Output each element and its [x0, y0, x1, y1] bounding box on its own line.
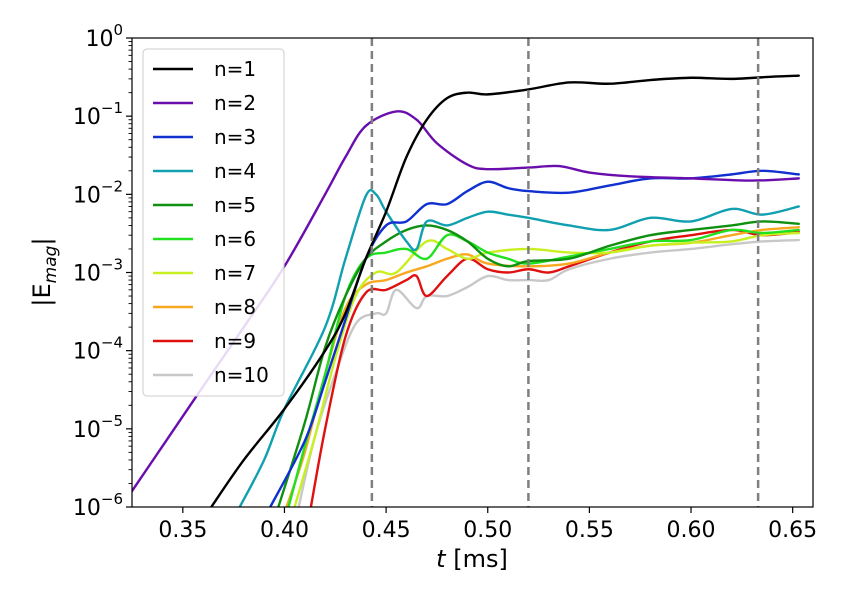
y-tick-label: 10−2 [73, 177, 123, 208]
x-tick-label: 0.55 [565, 518, 614, 543]
x-axis-label-variable: t [436, 545, 447, 573]
y-axis-label-subscript: mag [41, 245, 61, 283]
series-line-n=4 [238, 188, 800, 507]
legend-label-n=9: n=9 [214, 329, 256, 353]
y-tick-label: 10−6 [73, 490, 123, 521]
legend-label-n=8: n=8 [214, 295, 256, 319]
y-axis-label: |Emag| [28, 237, 61, 306]
y-tick-label: 100 [85, 21, 123, 52]
legend: n=1 n=2 n=3 n=4 n=5 n=6 n=7 n=8 n=9 n=10 [142, 48, 285, 397]
x-axis: 0.35 0.40 0.45 0.50 0.55 0.60 0.65 [158, 507, 817, 543]
y-axis-label-base: |E [28, 283, 56, 306]
series-line-n=9 [309, 228, 800, 507]
series-line-n=7 [293, 231, 800, 507]
x-axis-label-unit: [ms] [446, 545, 508, 573]
x-tick-label: 0.50 [463, 518, 512, 543]
reference-lines [370, 38, 760, 507]
x-tick-label: 0.65 [768, 518, 817, 543]
y-axis-label-close: | [28, 237, 56, 245]
x-axis-label: t [ms] [436, 545, 508, 573]
y-tick-label: 10−5 [73, 412, 123, 443]
y-tick-label: 10−1 [73, 99, 123, 130]
x-tick-label: 0.35 [158, 518, 207, 543]
series-line-n=5 [277, 220, 800, 507]
legend-label-n=10: n=10 [214, 363, 269, 387]
series-line-n=1 [210, 74, 800, 507]
legend-label-n=1: n=1 [214, 57, 256, 81]
legend-label-n=7: n=7 [214, 261, 256, 285]
legend-label-n=5: n=5 [214, 193, 256, 217]
x-tick-label: 0.45 [362, 518, 411, 543]
legend-label-n=4: n=4 [214, 159, 256, 183]
x-tick-label: 0.40 [260, 518, 309, 543]
legend-label-n=3: n=3 [214, 125, 256, 149]
legend-label-n=2: n=2 [214, 91, 256, 115]
x-tick-label: 0.60 [667, 518, 716, 543]
y-axis: 10−6 10−5 10−4 10−3 10−2 10−1 100 [73, 21, 132, 521]
series-layer [132, 74, 800, 507]
series-line-n=10 [297, 238, 800, 507]
y-tick-label: 10−4 [73, 334, 123, 365]
legend-label-n=6: n=6 [214, 227, 256, 251]
y-tick-label: 10−3 [73, 256, 123, 287]
